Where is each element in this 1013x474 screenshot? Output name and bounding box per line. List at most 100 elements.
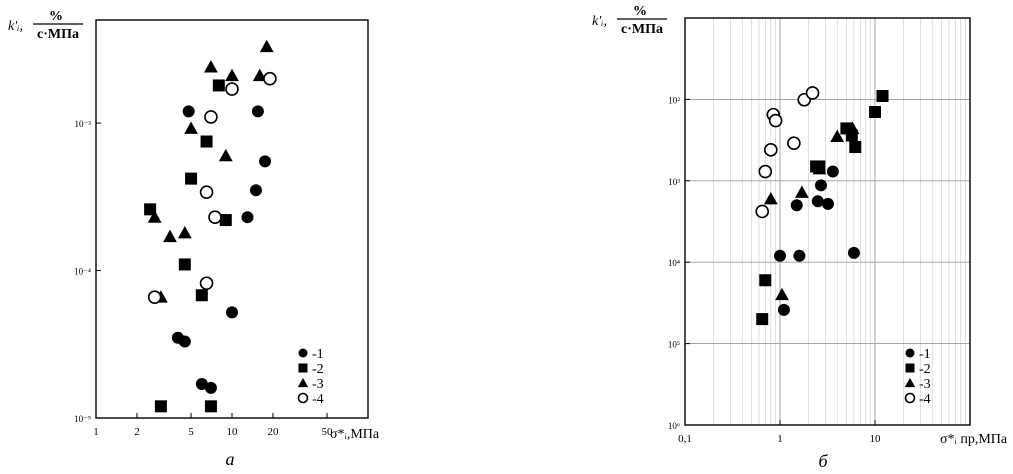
x-tick-label: 50 <box>322 426 334 438</box>
data-point <box>263 71 277 86</box>
data-point <box>777 303 790 316</box>
data-point <box>225 68 239 82</box>
plot-frame <box>684 17 971 426</box>
data-point <box>763 191 778 205</box>
series-2 <box>144 79 232 413</box>
data-point <box>763 143 778 157</box>
data-point <box>793 249 806 262</box>
x-tick-label: 5 <box>188 426 194 438</box>
data-point <box>185 172 198 185</box>
data-point <box>849 141 862 154</box>
data-point <box>826 165 839 178</box>
x-tick-label: 1 <box>777 433 783 445</box>
y-tick-label: 10⁴ <box>668 258 680 268</box>
legend-marker <box>297 377 309 388</box>
data-point <box>758 164 773 179</box>
data-point <box>204 381 217 394</box>
legend-label: -2 <box>312 362 324 377</box>
data-point <box>154 400 167 413</box>
panel-label: а <box>226 449 235 469</box>
x-tick-label: 10 <box>870 433 882 445</box>
data-point <box>821 197 834 210</box>
series-4 <box>147 71 277 304</box>
series-4 <box>755 86 820 219</box>
legend-marker <box>298 348 308 358</box>
x-axis-label: σ*ᵢ,МПа <box>330 427 380 442</box>
x-axis-label: σ*ᵢ пр,МПа <box>940 432 1008 447</box>
legend-marker <box>905 363 915 373</box>
y-tick-label: 10⁶ <box>668 421 680 431</box>
data-point <box>755 204 770 219</box>
data-point <box>204 110 218 124</box>
legend-label: -1 <box>312 347 324 362</box>
y-axis-denominator: с·МПа <box>621 22 663 37</box>
chart-panel-a: 1 2 5 10 20 50 10⁻⁵ 10⁻⁴ 10⁻³ k′ᵢ,% с·МПа σ*ᵢ,МПа а -… <box>8 9 380 469</box>
legend-label: -4 <box>312 392 324 407</box>
data-point <box>774 249 786 262</box>
data-point <box>814 179 827 192</box>
legend-label: -4 <box>919 392 931 407</box>
data-point <box>204 400 217 413</box>
y-axis-denominator: с·МПа <box>37 27 79 42</box>
data-point <box>219 214 232 227</box>
legend-marker <box>905 348 915 358</box>
y-axis-numerator: % <box>49 9 63 24</box>
data-point <box>775 287 789 301</box>
data-point <box>184 121 198 134</box>
legend-marker <box>904 392 916 404</box>
data-point <box>225 82 239 96</box>
data-point <box>208 210 222 224</box>
legend-label: -1 <box>919 347 931 362</box>
data-point <box>204 60 218 73</box>
data-point <box>251 105 264 118</box>
data-point <box>869 106 881 119</box>
data-point <box>218 148 233 162</box>
legend-label: -3 <box>919 377 931 392</box>
data-point <box>163 229 177 243</box>
series-1 <box>171 105 272 394</box>
data-point <box>226 306 238 319</box>
y-tick-label: 10⁻⁴ <box>74 267 91 277</box>
data-point <box>847 246 860 259</box>
data-point <box>259 39 274 53</box>
legend: -1-2-3-4 <box>297 347 324 407</box>
chart-panel-b: 0,1 1 10 10⁶ 10⁵ 10⁴ 10³ 10² k′ᵢ,% с·МПа σ*ᵢ пр,МП… <box>592 4 1008 471</box>
data-point <box>790 199 803 212</box>
data-point <box>178 258 191 271</box>
x-tick-label: 10 <box>227 426 239 438</box>
y-tick-label: 10⁻³ <box>75 119 92 129</box>
data-point <box>178 335 191 348</box>
y-tick-label: 10⁵ <box>668 340 680 350</box>
data-point <box>768 113 783 128</box>
data-point <box>195 289 208 302</box>
y-axis-symbol: k′ᵢ, <box>8 19 23 34</box>
data-point <box>144 203 157 216</box>
legend-label: -2 <box>919 362 931 377</box>
data-point <box>876 90 889 103</box>
series-1 <box>774 165 860 316</box>
legend-marker <box>298 363 308 373</box>
data-point <box>845 121 860 134</box>
grid <box>685 18 970 425</box>
data-point <box>195 378 208 391</box>
legend-label: -3 <box>312 377 324 392</box>
x-tick-label: 0,1 <box>678 433 692 445</box>
series-3 <box>763 121 860 301</box>
data-point <box>756 313 769 326</box>
data-point <box>759 274 772 287</box>
data-point <box>199 276 214 291</box>
data-point <box>147 290 162 304</box>
y-axis-numerator: % <box>633 4 647 19</box>
data-point <box>805 86 820 100</box>
data-point <box>212 79 225 92</box>
x-tick-label: 20 <box>267 426 279 438</box>
data-point <box>840 122 853 135</box>
legend-marker <box>297 392 309 404</box>
data-point <box>787 136 801 150</box>
data-point <box>830 129 845 143</box>
data-point <box>200 135 213 148</box>
data-point <box>811 195 824 208</box>
data-point <box>177 225 192 239</box>
data-point <box>241 211 254 224</box>
